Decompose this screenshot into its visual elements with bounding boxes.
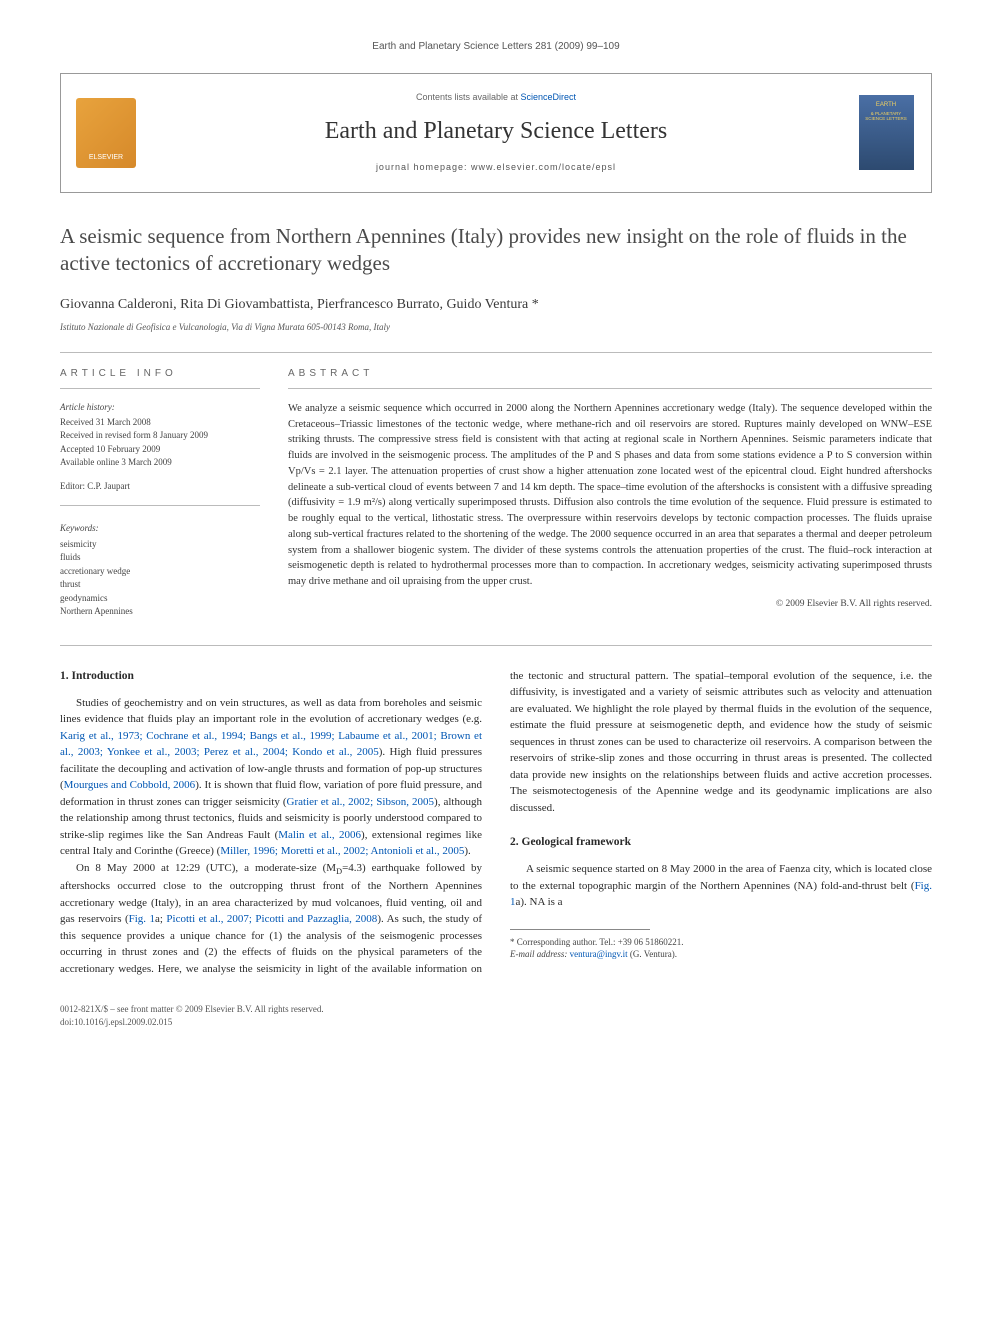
divider [60, 645, 932, 646]
article-history-label: Article history: [60, 401, 260, 414]
body-two-column: 1. Introduction Studies of geochemistry … [60, 668, 932, 978]
text-run: a; [155, 913, 166, 925]
journal-thumb-line1: EARTH [876, 101, 896, 110]
keyword-item: thrust [60, 578, 260, 592]
text-run: A seismic sequence started on 8 May 2000… [510, 863, 932, 892]
contents-prefix: Contents lists available at [416, 92, 521, 102]
editor-name: C.P. Jaupart [87, 481, 130, 491]
email-link[interactable]: ventura@ingv.it [570, 949, 628, 959]
text-run: Studies of geochemistry and on vein stru… [60, 697, 482, 726]
keyword-item: fluids [60, 551, 260, 565]
running-header: Earth and Planetary Science Letters 281 … [60, 40, 932, 55]
footer-copyright: 0012-821X/$ – see front matter © 2009 El… [60, 1003, 324, 1016]
footer-doi: doi:10.1016/j.epsl.2009.02.015 [60, 1016, 324, 1029]
publisher-logo-box: ELSEVIER [61, 74, 151, 192]
journal-title: Earth and Planetary Science Letters [325, 114, 668, 149]
email-label: E-mail address: [510, 949, 567, 959]
section-heading-intro: 1. Introduction [60, 668, 482, 685]
keywords-block: Keywords: seismicity fluids accretionary… [60, 505, 260, 618]
article-info-column: ARTICLE INFO Article history: Received 3… [60, 367, 260, 618]
history-revised: Received in revised form 8 January 2009 [60, 429, 260, 443]
journal-cover-box: EARTH & PLANETARY SCIENCE LETTERS [841, 74, 931, 192]
citation-link[interactable]: Mourgues and Cobbold, 2006 [64, 779, 196, 791]
corr-email-line: E-mail address: ventura@ingv.it (G. Vent… [510, 948, 932, 961]
text-run: a). NA is a [516, 896, 563, 908]
page-footer: 0012-821X/$ – see front matter © 2009 El… [60, 1003, 932, 1029]
keyword-item: Northern Apennines [60, 605, 260, 619]
email-who: (G. Ventura). [630, 949, 677, 959]
keyword-item: accretionary wedge [60, 565, 260, 579]
history-online: Available online 3 March 2009 [60, 456, 260, 470]
citation-link[interactable]: Picotti et al., 2007; Picotti and Pazzag… [166, 913, 377, 925]
citation-link[interactable]: Miller, 1996; Moretti et al., 2002; Anto… [220, 845, 464, 857]
figure-link[interactable]: Fig. 1 [129, 913, 155, 925]
author-line: Giovanna Calderoni, Rita Di Giovambattis… [60, 295, 932, 315]
abstract-heading: ABSTRACT [288, 367, 932, 389]
keyword-item: geodynamics [60, 592, 260, 606]
sciencedirect-link[interactable]: ScienceDirect [521, 92, 577, 102]
journal-cover-thumb-icon: EARTH & PLANETARY SCIENCE LETTERS [859, 95, 914, 170]
citation-link[interactable]: Malin et al., 2006 [278, 829, 361, 841]
citation-link[interactable]: Gratier et al., 2002; Sibson, 2005 [287, 796, 434, 808]
journal-homepage-line: journal homepage: www.elsevier.com/locat… [376, 161, 616, 174]
geo-paragraph-1: A seismic sequence started on 8 May 2000… [510, 861, 932, 911]
journal-masthead: ELSEVIER Contents lists available at Sci… [60, 73, 932, 193]
editor-label: Editor: [60, 481, 85, 491]
homepage-prefix: journal homepage: [376, 162, 471, 172]
contents-available-line: Contents lists available at ScienceDirec… [416, 91, 576, 104]
intro-paragraph-1: Studies of geochemistry and on vein stru… [60, 695, 482, 860]
info-abstract-row: ARTICLE INFO Article history: Received 3… [60, 367, 932, 618]
masthead-center: Contents lists available at ScienceDirec… [151, 74, 841, 192]
corr-author-line: * Corresponding author. Tel.: +39 06 518… [510, 936, 932, 949]
editor-line: Editor: C.P. Jaupart [60, 480, 260, 494]
history-received: Received 31 March 2008 [60, 416, 260, 430]
keyword-item: seismicity [60, 538, 260, 552]
keywords-label: Keywords: [60, 522, 260, 535]
affiliation: Istituto Nazionale di Geofisica e Vulcan… [60, 321, 932, 334]
journal-thumb-line2: & PLANETARY SCIENCE LETTERS [861, 112, 912, 122]
article-title: A seismic sequence from Northern Apennin… [60, 223, 932, 278]
homepage-url: www.elsevier.com/locate/epsl [471, 162, 616, 172]
abstract-text: We analyze a seismic sequence which occu… [288, 401, 932, 590]
corresponding-author-footnote: * Corresponding author. Tel.: +39 06 518… [510, 936, 932, 961]
footer-left: 0012-821X/$ – see front matter © 2009 El… [60, 1003, 324, 1029]
abstract-copyright: © 2009 Elsevier B.V. All rights reserved… [288, 598, 932, 612]
elsevier-tree-icon: ELSEVIER [76, 98, 136, 168]
divider [60, 352, 932, 353]
text-run: ). [464, 845, 470, 857]
publisher-logo-label: ELSEVIER [89, 153, 123, 163]
footnote-separator [510, 929, 650, 930]
article-info-heading: ARTICLE INFO [60, 367, 260, 389]
section-heading-geo: 2. Geological framework [510, 834, 932, 851]
abstract-column: ABSTRACT We analyze a seismic sequence w… [288, 367, 932, 618]
history-accepted: Accepted 10 February 2009 [60, 443, 260, 457]
text-run: On 8 May 2000 at 12:29 (UTC), a moderate… [76, 862, 336, 874]
